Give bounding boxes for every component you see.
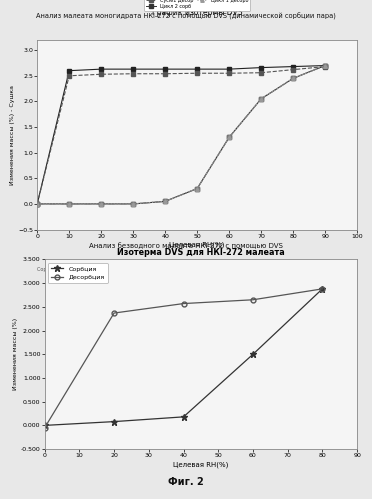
Сорбция — [251, 351, 255, 357]
Десорбция — [181, 300, 186, 306]
Сорбция — [42, 422, 47, 428]
Line: Десорбция: Десорбция — [42, 286, 325, 430]
Title: График изотермы DVS: График изотермы DVS — [152, 8, 243, 17]
Десорбция — [42, 425, 47, 431]
Text: Сорбция ... -DVS: Сорбция ... -DVS — [37, 267, 79, 272]
Сорбция — [181, 414, 186, 420]
Title: Изотерма DVS для НКI-272 малеата: Изотерма DVS для НКI-272 малеата — [117, 249, 285, 257]
Text: Анализ безводного малеата НКI-272 с помощью DVS: Анализ безводного малеата НКI-272 с помо… — [89, 242, 283, 249]
Text: Фиг. 2: Фиг. 2 — [168, 477, 204, 487]
Десорбция — [320, 286, 325, 292]
Y-axis label: Изменения массы (%) - Сушка: Изменения массы (%) - Сушка — [10, 85, 15, 185]
Text: Измерение поверхности...Ltd UK 1996-98: Измерение поверхности...Ltd UK 1996-98 — [251, 267, 357, 272]
X-axis label: Целевая RH(%): Целевая RH(%) — [170, 242, 225, 248]
Сорбция — [112, 419, 116, 425]
Сорбция — [320, 286, 325, 292]
Y-axis label: Изменения массы (%): Изменения массы (%) — [13, 318, 18, 390]
Десорбция — [251, 297, 255, 303]
Line: Сорбция: Сорбция — [41, 285, 326, 429]
Text: Анализ малеата моногидрата НКI-272 с помощью DVS (динамической сорбции пара): Анализ малеата моногидрата НКI-272 с пом… — [36, 12, 336, 20]
Legend: Цикл 1 сорб, Cycle1 Десор, Цикл 2 сорб, Цикл 2 пасорб, Цикл 1 десорб: Цикл 1 сорб, Cycle1 Десор, Цикл 2 сорб, … — [144, 0, 250, 11]
Десорбция — [112, 310, 116, 316]
X-axis label: Целевая RH(%): Целевая RH(%) — [173, 461, 228, 468]
Legend: Сорбция, Десорбция: Сорбция, Десорбция — [48, 262, 108, 283]
